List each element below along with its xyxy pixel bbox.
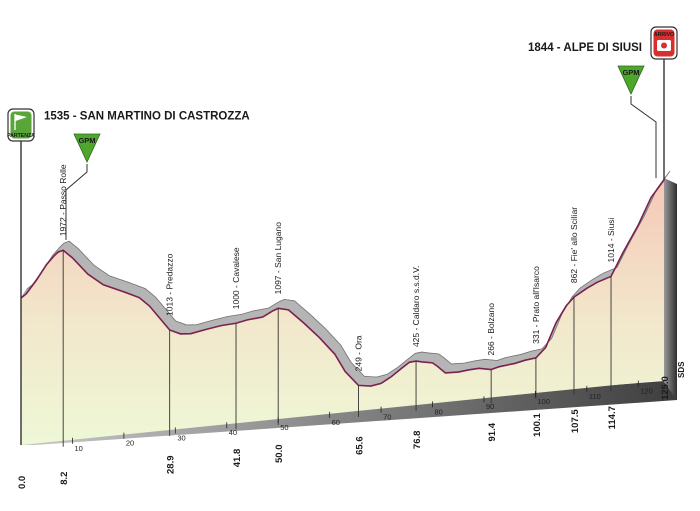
point-name-label: 1097 - San Lugano [273, 222, 283, 295]
road-upper-edge [26, 170, 671, 378]
km-tick-label: 10 [74, 444, 82, 453]
point-name-label: 1013 - Predazzo [165, 253, 175, 316]
km-tick-label: 110 [589, 392, 601, 401]
gpm-label: GPM [622, 68, 639, 77]
route-line [20, 179, 665, 387]
point-name-label: 249 - Ora [353, 335, 363, 371]
finish-camera-icon [657, 40, 671, 51]
km-tick-label: 60 [332, 418, 340, 427]
point-km-label: 28.9 [166, 455, 177, 474]
point-km-label: 41.8 [232, 449, 243, 468]
finish-badge-text: ARRIVO [654, 32, 674, 38]
gpm-marker-passo-rolle: GPM [65, 133, 101, 240]
point-km-label: 107.5 [570, 409, 581, 433]
point-km-label: 65.6 [354, 436, 365, 455]
point-lines [62, 250, 612, 447]
point-km-label: 50.0 [274, 445, 285, 464]
km-tick-label: 80 [435, 407, 443, 416]
point-km-label: 114.7 [607, 406, 618, 429]
km-ticks: 10 20 30 40 50 60 70 80 90 100 110 120 [72, 380, 653, 453]
point-name-label: 266 - Bolzano [486, 303, 496, 356]
finish-location-label: 1844 - ALPE DI SIUSI [528, 42, 642, 54]
km-tick-label: 20 [126, 439, 134, 448]
point-km-label: 76.8 [412, 431, 423, 450]
point-km-label: 8.2 [59, 472, 70, 485]
profile-right-wall [664, 178, 677, 400]
point-name-label: 1014 - Siusi [606, 217, 616, 262]
km-tick-label: 50 [280, 423, 288, 432]
point-name-label: 425 - Caldaro s.s.d.V. [411, 266, 421, 347]
km-tick-label: 120 [640, 387, 653, 396]
km-tick-label: 30 [177, 433, 185, 442]
gpm-label: GPM [78, 136, 95, 145]
start-badge-text: PARTENZA [7, 133, 35, 139]
point-name-label: 1000 - Cavalese [231, 247, 241, 309]
start-location-label: 1535 - SAN MARTINO DI CASTROZZA [44, 111, 250, 123]
point-km-label: 0.0 [17, 476, 28, 489]
point-km-label: 91.4 [487, 422, 498, 441]
elevation-area [21, 180, 664, 445]
km-tick-label: 40 [229, 428, 237, 437]
profile-base-slab [21, 380, 677, 445]
point-name-label: 862 - Fie' allo Sciliar [569, 207, 579, 283]
sds-label: SDS [677, 361, 686, 378]
point-labels: 0.0 8.2 1972 - Passo Rolle 28.9 1013 - Preda… [17, 164, 671, 489]
km-tick-label: 90 [486, 402, 494, 411]
gpm-marker-alpe-di-siusi: GPM [617, 65, 657, 178]
km-tick-label: 100 [537, 397, 550, 406]
km-tick-label: 70 [383, 413, 391, 422]
start-badge: PARTENZA [7, 108, 35, 142]
point-name-label: 331 - Prato all'Isarco [531, 266, 541, 344]
point-km-label: 100.1 [532, 412, 543, 436]
flag-icon [14, 114, 27, 130]
point-name-label: 1972 - Passo Rolle [58, 164, 68, 236]
point-km-label: 125.0 [660, 376, 671, 400]
finish-badge: ARRIVO [650, 26, 678, 60]
